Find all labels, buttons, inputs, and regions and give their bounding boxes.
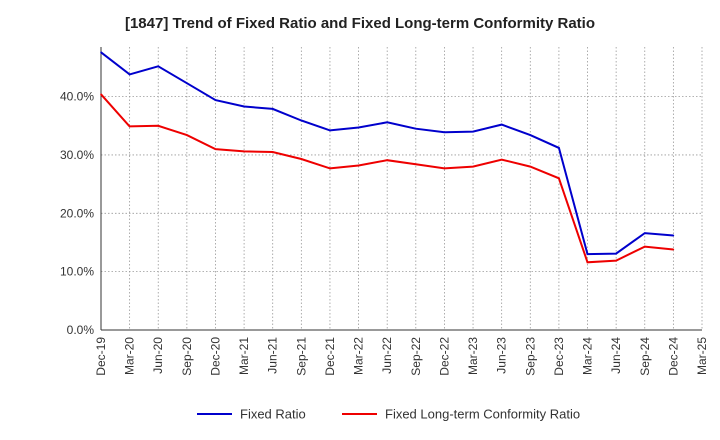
- data-point: [586, 253, 589, 255]
- data-point: [357, 126, 360, 129]
- data-point: [271, 151, 274, 153]
- legend: Fixed Ratio Fixed Long-term Conformity Ra…: [197, 407, 580, 422]
- data-point: [186, 82, 188, 84]
- x-tick-label: Mar-21: [237, 337, 251, 375]
- data-point: [386, 159, 388, 161]
- x-tick-label: Sep-24: [638, 337, 652, 376]
- data-point: [558, 147, 560, 149]
- data-point: [243, 105, 245, 108]
- y-tick-label: 30.0%: [60, 148, 94, 162]
- x-tick-label: Sep-20: [180, 337, 194, 376]
- x-tick-label: Dec-23: [552, 337, 566, 376]
- data-point: [386, 121, 388, 124]
- data-point: [157, 65, 160, 68]
- data-point: [500, 158, 503, 161]
- x-tick-label: Jun-21: [266, 337, 280, 374]
- x-tick-label: Jun-20: [151, 337, 165, 374]
- legend-label: Fixed Ratio: [240, 407, 306, 422]
- data-point: [186, 134, 188, 136]
- y-tick-label: 40.0%: [60, 90, 94, 104]
- data-point: [415, 127, 417, 130]
- x-tick-label: Sep-21: [294, 337, 308, 376]
- x-tick-label: Dec-24: [666, 337, 680, 376]
- data-point: [243, 150, 245, 153]
- data-point: [472, 165, 474, 168]
- data-point: [443, 167, 446, 170]
- x-tick-label: Mar-22: [352, 337, 366, 375]
- data-point: [615, 259, 617, 262]
- data-point: [672, 234, 675, 237]
- x-tick-label: Dec-21: [323, 337, 337, 376]
- data-point: [672, 248, 675, 251]
- data-point: [100, 51, 102, 54]
- data-point: [300, 119, 303, 122]
- legend-label: Fixed Long-term Conformity Ratio: [385, 407, 580, 422]
- y-tick-label: 0.0%: [67, 323, 95, 337]
- data-point: [615, 252, 617, 255]
- data-point: [214, 99, 217, 101]
- data-point: [586, 261, 589, 264]
- data-point: [100, 93, 102, 96]
- chart-title: [1847] Trend of Fixed Ratio and Fixed Lo…: [124, 15, 596, 32]
- data-point: [472, 130, 474, 133]
- x-tick-label: Dec-22: [437, 337, 451, 376]
- data-point: [529, 134, 532, 136]
- x-tick-label: Jun-23: [495, 337, 509, 374]
- data-point: [157, 124, 160, 127]
- y-tick-label: 10.0%: [60, 265, 94, 279]
- data-point: [415, 163, 417, 166]
- data-point: [128, 73, 131, 76]
- x-tick-label: Jun-24: [609, 337, 623, 374]
- data-point: [643, 232, 646, 234]
- data-point: [214, 148, 217, 150]
- data-point: [271, 108, 274, 110]
- x-tick-label: Jun-22: [380, 337, 394, 374]
- x-tick-label: Dec-20: [208, 337, 222, 376]
- data-point: [443, 131, 446, 133]
- x-tick-label: Mar-23: [466, 337, 480, 375]
- y-tick-label: 20.0%: [60, 206, 94, 220]
- data-point: [529, 165, 532, 168]
- data-point: [500, 123, 503, 126]
- data-point: [329, 167, 331, 170]
- data-point: [558, 177, 560, 180]
- data-point: [128, 125, 131, 128]
- data-point: [357, 164, 360, 167]
- data-point: [329, 129, 331, 132]
- x-tick-label: Mar-20: [123, 337, 137, 375]
- x-tick-label: Dec-19: [94, 337, 108, 376]
- x-tick-label: Sep-22: [409, 337, 423, 376]
- data-point: [643, 245, 646, 248]
- grid-lines: [100, 47, 703, 331]
- data-point: [300, 158, 303, 160]
- x-tick-label: Mar-24: [581, 337, 595, 375]
- x-tick-label: Mar-25: [695, 337, 709, 375]
- x-tick-label: Sep-23: [523, 337, 537, 376]
